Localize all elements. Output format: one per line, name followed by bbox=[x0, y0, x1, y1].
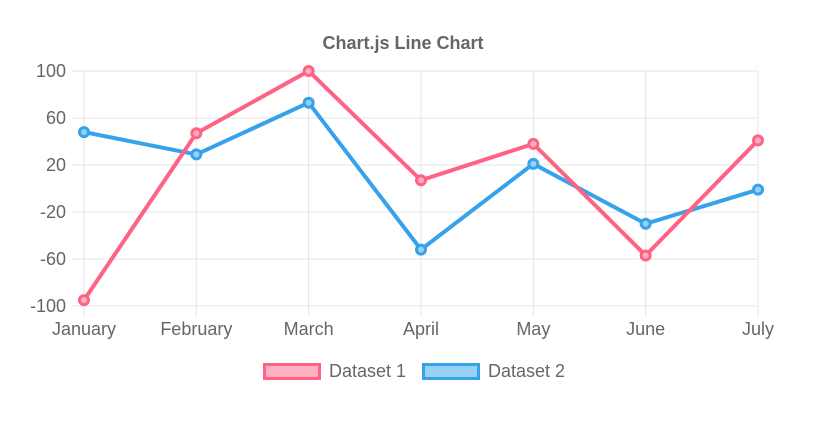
y-axis-tick-label: 100 bbox=[36, 61, 66, 81]
y-axis-tick-label: 20 bbox=[46, 155, 66, 175]
point-dataset-1-july[interactable] bbox=[752, 134, 764, 147]
point-dataset-1-january[interactable] bbox=[78, 294, 90, 307]
y-axis-tick-label: -100 bbox=[30, 296, 66, 316]
point-dataset-1-april[interactable] bbox=[415, 174, 427, 187]
x-axis-tick-label: June bbox=[626, 319, 665, 339]
x-axis-tick-label: July bbox=[742, 319, 774, 339]
x-axis-tick-label: February bbox=[160, 319, 232, 339]
legend-label-dataset-1: Dataset 1 bbox=[328, 361, 406, 381]
legend-label-dataset-2: Dataset 2 bbox=[488, 361, 566, 381]
chart-title: Chart.js Line Chart bbox=[322, 33, 484, 53]
point-dataset-1-february[interactable] bbox=[190, 127, 203, 140]
legend-item-dataset-2[interactable]: Dataset 2 bbox=[422, 361, 565, 382]
point-dataset-1-may[interactable] bbox=[527, 137, 540, 150]
x-axis-tick-label: March bbox=[284, 319, 334, 339]
x-axis-tick-label: January bbox=[52, 319, 116, 339]
point-dataset-1-june[interactable] bbox=[639, 249, 652, 262]
point-dataset-2-march[interactable] bbox=[302, 96, 315, 109]
legend-swatch-dataset-1 bbox=[262, 363, 321, 380]
y-axis-tick-label: -20 bbox=[40, 202, 66, 222]
point-dataset-2-may[interactable] bbox=[527, 157, 540, 170]
point-dataset-2-february[interactable] bbox=[190, 148, 203, 161]
legend-swatch-dataset-2 bbox=[422, 363, 480, 380]
point-dataset-2-april[interactable] bbox=[415, 243, 427, 256]
point-dataset-2-january[interactable] bbox=[78, 126, 90, 139]
x-axis-tick-label: May bbox=[516, 319, 550, 339]
x-axis-tick-label: April bbox=[403, 319, 439, 339]
legend-item-dataset-1[interactable]: Dataset 1 bbox=[262, 361, 406, 382]
point-dataset-2-july[interactable] bbox=[752, 183, 764, 196]
point-dataset-1-march[interactable] bbox=[302, 65, 315, 77]
chart-legend: Dataset 1 Dataset 2 bbox=[0, 361, 828, 382]
y-axis-tick-label: -60 bbox=[40, 249, 66, 269]
point-dataset-2-june[interactable] bbox=[639, 217, 652, 230]
y-axis-tick-label: 60 bbox=[46, 108, 66, 128]
